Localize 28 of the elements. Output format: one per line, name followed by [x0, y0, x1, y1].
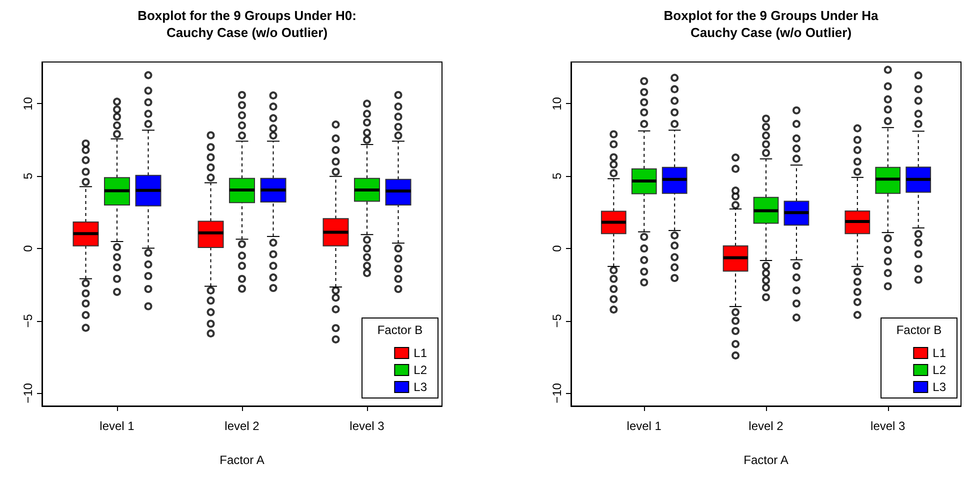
x-tick-label: level 3: [870, 419, 906, 433]
y-tick-label: 0: [21, 244, 35, 252]
legend-title: Factor B: [896, 323, 942, 337]
legend-title: Factor B: [377, 323, 423, 337]
y-tick-label: −10: [550, 382, 564, 404]
x-axis-title: Factor A: [744, 453, 788, 467]
y-tick-label: −5: [550, 314, 564, 328]
y-tick-label: −10: [21, 382, 35, 404]
x-tick-label: level 1: [100, 419, 135, 433]
y-tick-label: 5: [550, 172, 564, 180]
x-tick-label: level 2: [224, 419, 260, 433]
x-tick-label: level 3: [350, 419, 385, 433]
y-tick-label: −5: [21, 314, 35, 328]
chart-title: Boxplot for the 9 Groups Under H0: Cauchy Case (w/o Outlier): [138, 8, 356, 40]
legend-label: L3: [932, 380, 946, 394]
legend-label: L3: [414, 380, 428, 394]
y-tick-label: 10: [550, 96, 564, 110]
y-tick-label: 0: [550, 244, 564, 252]
x-tick-label: level 2: [748, 419, 784, 433]
chart-title: Boxplot for the 9 Groups Under Ha Cauchy Case (w/o Outlier): [664, 8, 880, 40]
y-tick-label: 5: [21, 172, 35, 180]
x-axis-title: Factor A: [220, 453, 264, 467]
legend-label: L2: [932, 363, 946, 377]
legend-label: L1: [932, 346, 946, 360]
y-tick-label: 10: [21, 96, 35, 110]
legend-label: L2: [414, 363, 428, 377]
x-tick-label: level 1: [626, 419, 662, 433]
legend-label: L1: [414, 346, 428, 360]
